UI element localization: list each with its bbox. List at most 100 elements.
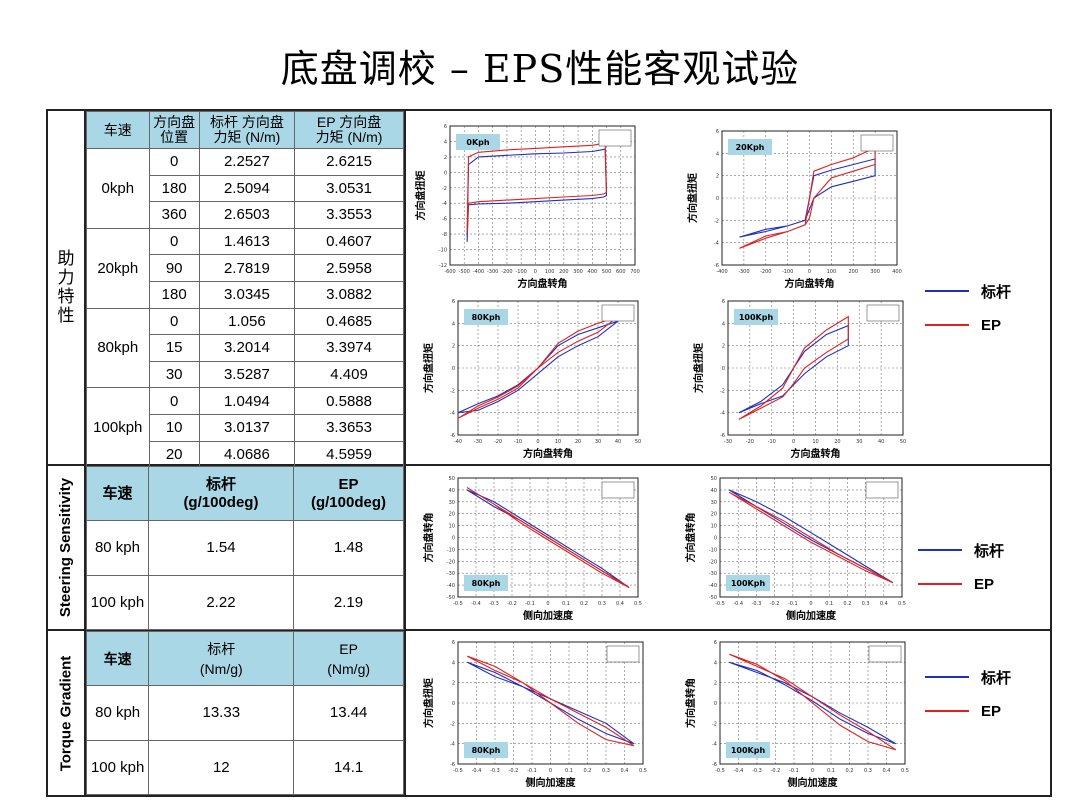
table-row: 100kph 0 1.0494 0.5888 bbox=[86, 387, 404, 469]
mini-legend-box bbox=[601, 481, 635, 499]
x-tick-label: 0 bbox=[792, 439, 795, 445]
plot-frame bbox=[719, 477, 903, 598]
chart-badge-label: 100Kph bbox=[739, 313, 774, 322]
chart-sens-80kph: -0.5 -0.4 -0.3 -0.2 -0.1 0 0.1 0.2 0.3 0.4 0.5 -50 -… bbox=[418, 472, 648, 627]
mini-legend-box bbox=[865, 481, 899, 499]
table-row: 180 2.5094 3.0531 bbox=[87, 174, 404, 203]
assist-header-cell: 标杆 方向盘 力矩 (N/m) bbox=[198, 111, 296, 149]
legend-line-ep bbox=[918, 583, 962, 585]
x-tick-label: -0.2 bbox=[509, 768, 519, 774]
x-tick-label: 100 bbox=[827, 269, 837, 275]
mini-legend-box bbox=[868, 645, 902, 663]
value-cell: 2.19 bbox=[292, 574, 405, 630]
x-tick-label: -0.5 bbox=[453, 768, 463, 774]
chart-grad-100kph: -0.5 -0.4 -0.3 -0.2 -0.1 0 0.1 0.2 0.3 0.4 0.5 -6 -4… bbox=[680, 636, 915, 794]
value-cell: 0 bbox=[148, 227, 200, 256]
x-tick-label: 30 bbox=[856, 439, 862, 445]
value-cell: 30 bbox=[148, 360, 200, 389]
y-tick-label: 4 bbox=[444, 139, 447, 145]
section-assist-label: 助力特性 bbox=[57, 248, 75, 326]
series-line-ep bbox=[739, 146, 876, 249]
y-tick-label: -2 bbox=[442, 186, 447, 192]
chart-badge-label: 80Kph bbox=[472, 579, 501, 588]
x-tick-label: -40 bbox=[454, 439, 462, 445]
table-row: 15 3.2014 3.3974 bbox=[87, 334, 404, 362]
x-axis-label: 方向盘转角 bbox=[791, 447, 841, 460]
x-tick-label: 0 bbox=[809, 601, 812, 607]
x-tick-label: 0.5 bbox=[901, 768, 909, 774]
value-cell: 2.6215 bbox=[294, 148, 404, 176]
series-line-ep bbox=[738, 315, 849, 420]
x-tick-label: 0.2 bbox=[580, 601, 588, 607]
x-tick-label: 0.4 bbox=[880, 601, 888, 607]
value-cell: 3.0137 bbox=[198, 413, 296, 442]
series-line-benchmark bbox=[467, 661, 635, 745]
y-tick-label: 30 bbox=[449, 500, 455, 506]
y-tick-label: 6 bbox=[452, 299, 455, 305]
legend-benchmark: 标杆 bbox=[974, 542, 1005, 560]
x-tick-label: -0.2 bbox=[507, 601, 517, 607]
chart-badge-label: 20Kph bbox=[736, 143, 765, 152]
speed-cell: 0kph bbox=[86, 148, 150, 229]
x-tick-label: 10 bbox=[555, 439, 561, 445]
x-tick-label: -100 bbox=[515, 269, 526, 275]
value-cell: 2.5094 bbox=[198, 174, 296, 203]
assist-header-cell: EP 方向盘 力矩 (N/m) bbox=[294, 111, 404, 149]
y-tick-label: 2 bbox=[452, 344, 455, 350]
x-tick-label: -10 bbox=[768, 439, 776, 445]
x-tick-label: 0.3 bbox=[862, 601, 870, 607]
chart-badge bbox=[734, 309, 778, 325]
x-tick-label: 0.5 bbox=[634, 601, 642, 607]
value-cell: 12 bbox=[148, 739, 295, 795]
x-tick-label: 200 bbox=[848, 269, 858, 275]
value-cell: 0.4685 bbox=[294, 307, 404, 336]
table-row: 30 3.5287 4.409 bbox=[87, 360, 404, 389]
y-tick-label: 2 bbox=[722, 344, 725, 350]
x-tick-label: -0.4 bbox=[733, 601, 743, 607]
y-tick-label: 40 bbox=[449, 488, 455, 494]
chart-badge bbox=[726, 575, 770, 591]
x-tick-label: 0 bbox=[808, 269, 811, 275]
x-axis-label: 侧向加速度 bbox=[788, 776, 839, 789]
y-axis-label: 方向盘转角 bbox=[684, 678, 697, 728]
x-tick-label: -0.1 bbox=[789, 768, 799, 774]
x-tick-label: 400 bbox=[892, 269, 902, 275]
value-cell: 3.3974 bbox=[294, 334, 404, 362]
value-cell: 0 bbox=[148, 148, 200, 176]
x-tick-label: 0 bbox=[534, 269, 537, 275]
value-cell: 1.48 bbox=[292, 520, 405, 576]
plot-frame bbox=[449, 125, 636, 266]
x-tick-label: 50 bbox=[900, 439, 906, 445]
value-cell: 1.0494 bbox=[198, 387, 296, 415]
y-tick-label: 2 bbox=[452, 681, 455, 687]
x-tick-label: 0.2 bbox=[584, 768, 592, 774]
value-cell: 80 kph bbox=[86, 520, 149, 576]
chart-badge-label: 80Kph bbox=[472, 313, 501, 322]
x-tick-label: 0.4 bbox=[616, 601, 624, 607]
legend-ep: EP bbox=[981, 702, 1002, 720]
y-tick-label: -4 bbox=[442, 201, 447, 207]
divider-1 bbox=[46, 464, 1052, 466]
legend-1: 标杆 EP bbox=[925, 278, 1011, 338]
y-tick-label: -10 bbox=[447, 547, 455, 553]
y-tick-label: -6 bbox=[450, 433, 455, 439]
table-row: 0kph 0 2.2527 2.6215 bbox=[86, 148, 404, 229]
series-line-benchmark bbox=[739, 158, 876, 238]
y-tick-label: 2 bbox=[714, 681, 717, 687]
x-tick-label: -0.1 bbox=[527, 768, 537, 774]
chart-badge bbox=[464, 742, 508, 758]
x-axis-label: 方向盘转角 bbox=[785, 277, 835, 290]
chart-badge bbox=[728, 139, 772, 155]
y-tick-label: -6 bbox=[720, 433, 725, 439]
chart-100kph: -30 -20 -10 0 10 20 30 40 50 -6 -4 -2 0 2 4 6 100Kph 方向盘转… bbox=[688, 295, 913, 465]
value-cell: 13.44 bbox=[293, 685, 404, 741]
y-tick-label: 0 bbox=[714, 536, 717, 542]
y-tick-label: 0 bbox=[722, 366, 725, 372]
x-tick-label: 30 bbox=[595, 439, 601, 445]
y-tick-label: 4 bbox=[452, 660, 455, 666]
y-tick-label: 10 bbox=[711, 524, 717, 530]
legend-ep: EP bbox=[974, 575, 995, 593]
y-tick-label: -2 bbox=[450, 721, 455, 727]
section-sensitivity: Steering Sensitivity bbox=[48, 466, 84, 629]
plot-area: -0.5 -0.4 -0.3 -0.2 -0.1 0 0.1 0.2 0.3 0.4 0.5 -6 -4… bbox=[684, 640, 909, 789]
